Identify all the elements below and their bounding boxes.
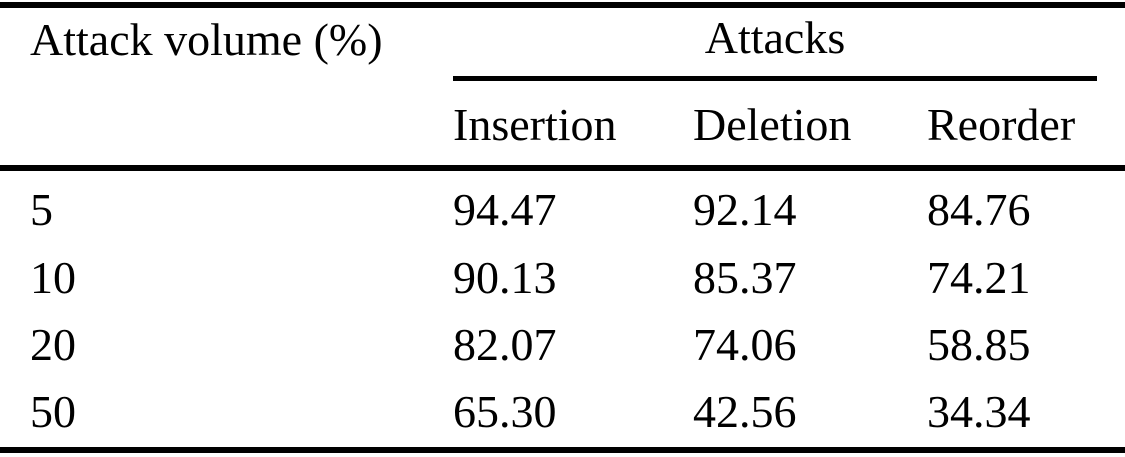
table-cell-volume: 20 <box>30 319 76 370</box>
column-header-reorder: Reorder <box>927 99 1076 150</box>
table-cell-reorder: 58.85 <box>927 319 1031 370</box>
column-header-attack-volume: Attack volume (%) <box>30 14 383 65</box>
table-cell-volume: 5 <box>30 184 53 235</box>
table-cell-insertion: 82.07 <box>453 319 557 370</box>
table-cell-deletion: 74.06 <box>693 319 797 370</box>
attacks-group-underline-rule <box>453 76 1097 81</box>
table-cell-deletion: 92.14 <box>693 184 797 235</box>
group-header-attacks: Attacks <box>704 12 846 63</box>
table-header-separator-rule <box>0 165 1125 171</box>
table-cell-volume: 10 <box>30 252 76 303</box>
table-cell-volume: 50 <box>30 386 76 437</box>
table-cell-insertion: 90.13 <box>453 252 557 303</box>
table-cell-reorder: 34.34 <box>927 386 1031 437</box>
table-cell-deletion: 42.56 <box>693 386 797 437</box>
table-cell-reorder: 74.21 <box>927 252 1031 303</box>
table-bottom-rule <box>0 447 1125 453</box>
column-header-deletion: Deletion <box>693 99 852 150</box>
column-header-insertion: Insertion <box>453 99 617 150</box>
table-cell-deletion: 85.37 <box>693 252 797 303</box>
table-cell-insertion: 94.47 <box>453 184 557 235</box>
table-cell-reorder: 84.76 <box>927 184 1031 235</box>
table-cell-insertion: 65.30 <box>453 386 557 437</box>
table-top-rule <box>0 2 1125 8</box>
